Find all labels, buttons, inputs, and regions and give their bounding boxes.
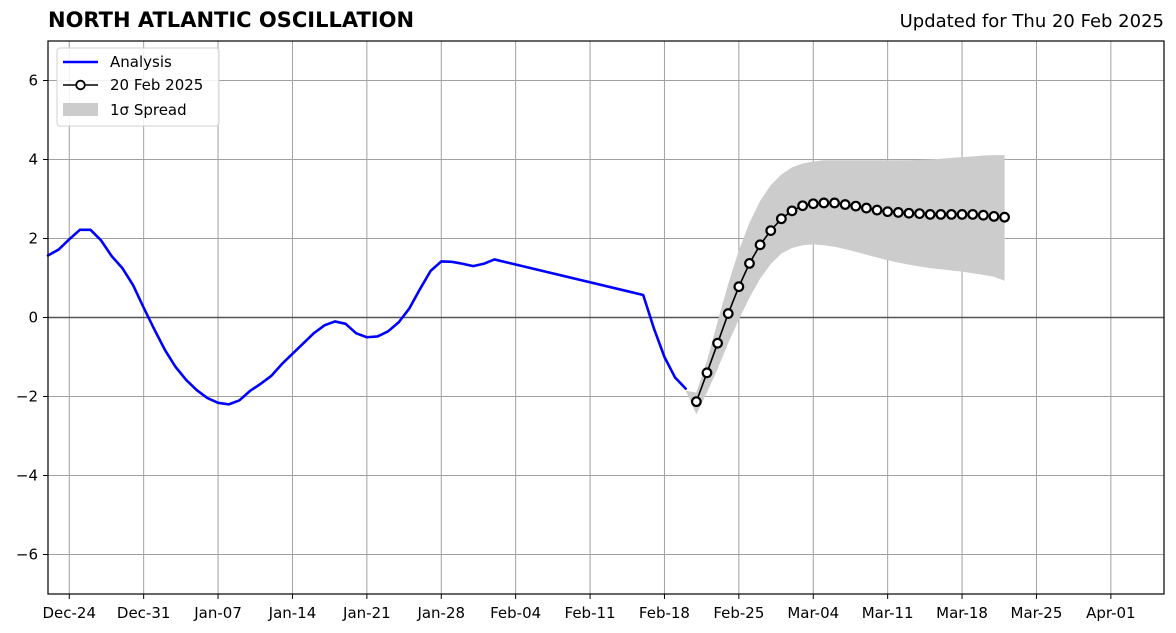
chart-title: NORTH ATLANTIC OSCILLATION — [48, 8, 415, 32]
x-tick-label: Feb-18 — [639, 604, 690, 622]
forecast-point — [818, 197, 830, 209]
forecast-point — [690, 396, 702, 408]
forecast-point — [807, 198, 819, 210]
forecast-point — [946, 209, 957, 220]
forecast-point — [701, 367, 713, 379]
forecast-point — [871, 204, 883, 216]
y-tick-label: 0 — [28, 309, 38, 327]
x-tick-label: Mar-25 — [1011, 604, 1063, 622]
y-tick-label: −2 — [16, 388, 38, 406]
y-tick-label: 6 — [28, 72, 38, 90]
spread-band — [685, 155, 1005, 415]
chart-subtitle: Updated for Thu 20 Feb 2025 — [899, 11, 1164, 32]
forecast-point — [850, 200, 862, 212]
y-tick-label: 2 — [28, 230, 38, 248]
series-layer — [46, 197, 1010, 408]
x-tick-label: Jan-14 — [268, 604, 317, 622]
forecast-point — [924, 209, 936, 220]
forecast-point — [744, 257, 755, 269]
legend-spread-label: 1σ Spread — [110, 101, 187, 119]
spread-layer — [685, 155, 1005, 415]
y-tick-label: 4 — [28, 151, 38, 169]
forecast-point — [914, 208, 925, 220]
x-tick-label: Jan-07 — [193, 604, 242, 622]
forecast-point — [967, 209, 979, 220]
forecast-point — [903, 207, 915, 219]
legend-forecast-swatch-marker — [75, 79, 86, 91]
forecast-point — [935, 209, 947, 220]
forecast-point — [775, 213, 787, 225]
x-tick-label: Jan-28 — [416, 604, 465, 622]
x-tick-label: Feb-11 — [565, 604, 616, 622]
x-tick-label: Dec-31 — [117, 604, 171, 622]
x-tick-label: Mar-18 — [936, 604, 988, 622]
x-tick-label: Mar-11 — [862, 604, 914, 622]
y-tick-label: −6 — [16, 546, 38, 564]
x-tick-label: Mar-04 — [787, 604, 839, 622]
legend-spread-swatch — [63, 103, 98, 116]
x-tick-label: Jan-21 — [342, 604, 391, 622]
forecast-point — [797, 200, 809, 212]
forecast-point — [786, 205, 798, 217]
forecast-point — [733, 281, 745, 293]
forecast-point — [956, 209, 968, 220]
forecast-point — [892, 207, 904, 218]
forecast-point — [765, 225, 777, 237]
x-tick-label: Dec-24 — [42, 604, 96, 622]
forecast-point — [999, 211, 1010, 223]
forecast-point — [829, 197, 840, 209]
x-tick-label: Feb-04 — [490, 604, 541, 622]
legend: Analysis 20 Feb 2025 1σ Spread — [56, 47, 220, 127]
x-tick-label: Apr-01 — [1086, 604, 1136, 622]
forecast-point — [882, 206, 894, 218]
analysis-line — [46, 228, 688, 406]
forecast-point — [977, 209, 989, 221]
forecast-point — [839, 199, 851, 210]
x-tick-label: Feb-25 — [713, 604, 764, 622]
forecast-point — [712, 337, 723, 349]
forecast-point — [988, 210, 1000, 222]
legend-forecast-label: 20 Feb 2025 — [110, 76, 203, 94]
forecast-point — [722, 308, 734, 319]
forecast-point — [861, 202, 872, 214]
y-tick-label: −4 — [16, 467, 38, 485]
legend-analysis-label: Analysis — [110, 53, 172, 71]
forecast-point — [754, 239, 766, 251]
axis-layer: Dec-24 Dec-31 Jan-07 Jan-14 Jan-21 Jan-28 Feb-… — [16, 40, 1165, 622]
